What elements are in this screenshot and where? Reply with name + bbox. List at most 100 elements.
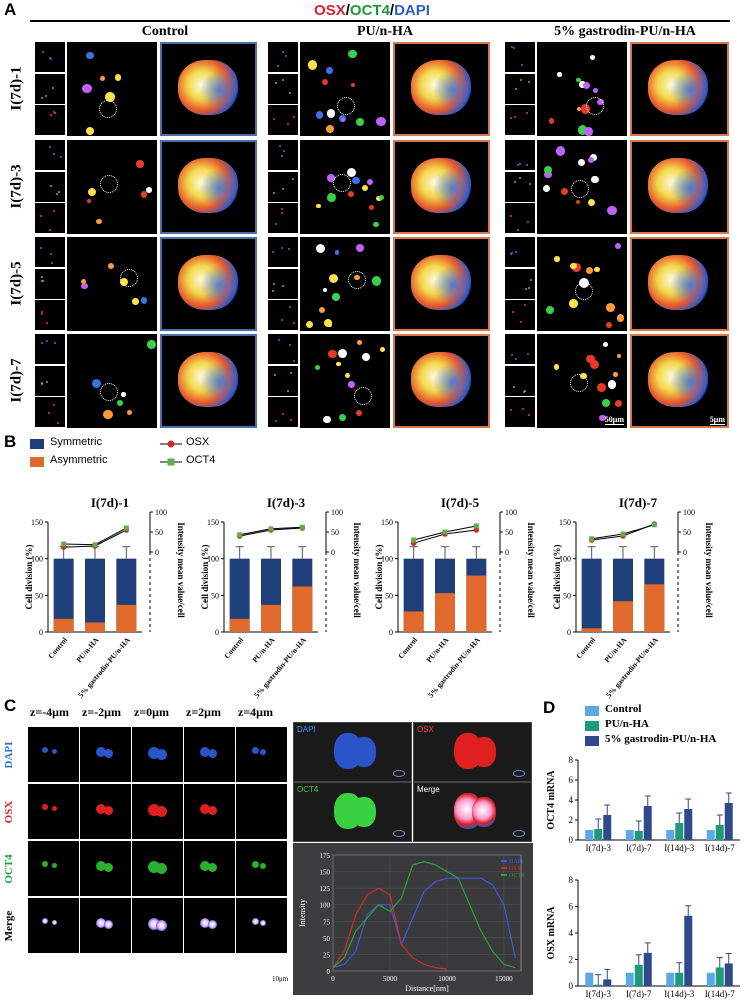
y-tick-label: 4 [569, 795, 574, 805]
cell-dot [281, 319, 284, 322]
y2-tick-label: 100 [505, 508, 517, 517]
cell-dot [40, 382, 43, 385]
bar-1 [634, 831, 643, 840]
cell-dot [81, 282, 88, 290]
cell-dot [274, 419, 277, 422]
cell-dot [282, 51, 285, 54]
oct4-point [589, 536, 595, 542]
x-tick-label: PU/n-HA [250, 635, 277, 664]
y-tick-label: 150 [31, 518, 43, 527]
cell-dot [52, 404, 55, 407]
y-tick-label: 0 [215, 628, 219, 637]
cell-blob [156, 806, 167, 817]
y2-tick-label: 50 [155, 528, 163, 537]
column-title-pu-nha: PU/n-HA [357, 24, 413, 39]
line-profile-svg: 0 25 50 75 100 125 150 175 0 5000 10000 15000 Distan… [298, 852, 524, 993]
header-rule [30, 20, 730, 22]
bar-asymmetric [85, 622, 105, 632]
channel-thumbnail [505, 237, 535, 267]
channel-thumbnail [505, 365, 535, 396]
channel-thumbnail [35, 42, 65, 72]
cell-dot [517, 164, 520, 167]
cell-dot [585, 266, 593, 274]
y2-tick-label: 0 [331, 548, 335, 557]
channel-thumbnail [35, 365, 65, 396]
legend-gastrodin-swatch [585, 736, 599, 746]
x-tick-label: I(14d)-7 [705, 989, 735, 999]
channel-thumbnail [268, 73, 298, 104]
cell-dot [272, 283, 275, 286]
cell-dot [613, 372, 618, 377]
selection-circle [119, 269, 138, 287]
legend-punha-label: PU/n-HA [605, 718, 649, 730]
y-axis-label: Intensity [298, 899, 307, 927]
legend-label: OCT4 [509, 873, 524, 879]
cell-dot [337, 349, 347, 359]
bar-asymmetric [403, 611, 424, 632]
zslice-image [28, 784, 79, 839]
cell-dot [274, 82, 277, 85]
cell-dot [521, 408, 524, 411]
cell-dot [512, 46, 515, 49]
cell-dot [53, 110, 56, 113]
selection-circle [99, 383, 118, 402]
y-tick-label: 2 [569, 815, 574, 825]
cell-dot [590, 54, 596, 60]
oct4-point [123, 525, 129, 531]
oct4-point [473, 523, 479, 529]
cell-dot [55, 192, 58, 195]
channel-thumbnail [35, 300, 65, 330]
detail-image [630, 237, 729, 331]
cell-blob [52, 920, 57, 925]
detail-image [160, 140, 257, 234]
zslice-image [184, 727, 235, 782]
legend-label: OSX [509, 866, 522, 872]
cell-dot [361, 352, 370, 361]
panel-d-charts: 0 2 4 6 8 OCT4 mRNA I(7d)-3 I(7d)-7 I(14d)-3 I(14… [546, 755, 740, 999]
y-axis-label: OSX mRNA [546, 906, 557, 960]
cell-dot [49, 114, 52, 117]
x-tick-label: 0 [331, 975, 335, 983]
cell-dot [285, 54, 288, 57]
profile-line-dapi [332, 877, 516, 969]
x-tick-label: Control [396, 636, 419, 661]
channel-thumbnail [505, 140, 535, 170]
z-label: z=-4μm [30, 705, 69, 719]
cell-dot [546, 305, 555, 315]
division-chart-svg: 0 50 100 150 Cell division (%) 0 50 100 Intensit… [552, 508, 714, 699]
cell-dot [371, 276, 382, 286]
cell-dot [307, 60, 318, 70]
cell-blob [208, 749, 217, 758]
cell-dot [379, 346, 386, 352]
cell-dot [376, 116, 386, 126]
cell-dot [590, 153, 597, 161]
cell-dot [293, 359, 296, 362]
y-tick-label: 175 [320, 852, 331, 860]
cell-blob [260, 920, 266, 926]
legend-osx-marker [160, 440, 182, 448]
cell-dot [526, 353, 529, 356]
cell-dot [527, 413, 530, 416]
cell-dot [324, 318, 332, 327]
cell-dot [373, 221, 379, 228]
zslice-image [80, 841, 131, 896]
panel-a-header: OSX/OCT4/DAPI [0, 2, 744, 19]
cell-dot [616, 314, 625, 322]
x-tick-label: 5% gastrodin-PU/n-HA [252, 635, 308, 699]
panel-a-letter: A [4, 0, 17, 19]
cell-dot [348, 191, 355, 198]
cell-dot [280, 207, 283, 210]
x-tick-label: Control [46, 636, 69, 661]
cell-dot [379, 194, 384, 200]
channel-thumbnail [268, 397, 298, 427]
cell-blob [208, 920, 217, 929]
y2-tick-label: 100 [331, 508, 343, 517]
cell-dot [515, 358, 518, 361]
cell-dot [279, 144, 282, 147]
axis-gizmo [393, 770, 405, 777]
bar-2 [724, 963, 733, 986]
channel-label: Merge [3, 910, 15, 942]
y-axis-label: OCT4 mRNA [546, 770, 557, 830]
cell-dot [293, 321, 296, 324]
zslice-image [132, 841, 183, 896]
